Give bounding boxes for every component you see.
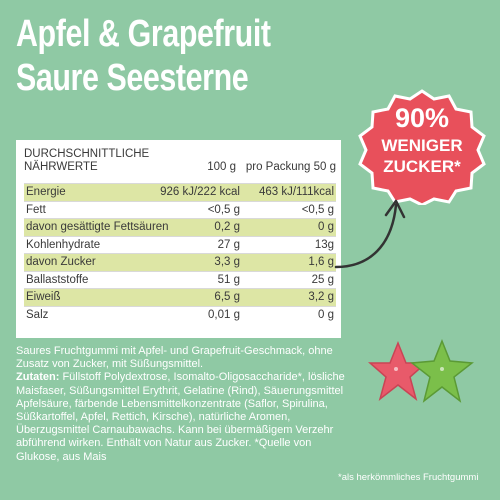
less-sugar-badge: 90% WENIGER ZUCKER*	[352, 85, 492, 207]
ingredients-label: Zutaten:	[16, 371, 60, 384]
header-label-line-1: DURCHSCHNITTLICHE	[24, 148, 150, 160]
ingredients-block: Zutaten: Füllstoff Polydextrose, Isomalt…	[16, 371, 356, 463]
nutrient-label: Kohlenhydrate	[26, 238, 101, 251]
nutrition-row: Energie 926 kJ/222 kcal 463 kJ/111kcal	[24, 183, 336, 201]
nutrient-label: davon Zucker	[26, 256, 96, 268]
header-per-pack: pro Packung 50 g	[245, 161, 336, 173]
value-100g: 6,5 g	[214, 291, 240, 303]
nutrient-label: Energie	[26, 186, 66, 198]
product-description: Saures Fruchtgummi mit Apfel- und Grapef…	[16, 345, 356, 464]
footnote: *als herkömmliches Fruchtgummi	[338, 472, 479, 483]
nutrient-label: Eiweiß	[26, 291, 61, 303]
nutrition-row: Salz 0,01 g 0 g	[24, 305, 336, 324]
value-100g: 0,2 g	[214, 221, 240, 233]
value-100g: 51 g	[217, 273, 240, 286]
nutrition-header-label: DURCHSCHNITTLICHE NÄHRWERTE	[24, 148, 164, 174]
badge-line-2: WENIGER	[381, 136, 463, 155]
header-per-100g: 100 g	[207, 161, 236, 173]
nutrition-row: davon gesättigte Fettsäuren 0,2 g 0 g	[24, 218, 336, 236]
title-line-1: Apfel & Grapefruit	[16, 13, 271, 55]
nutrition-rows: Energie 926 kJ/222 kcal 463 kJ/111kcal F…	[24, 183, 336, 323]
value-pack: 0 g	[318, 221, 334, 233]
ingredients-text: Füllstoff Polydextrose, Isomalto-Oligosa…	[16, 371, 345, 463]
product-title: Apfel & Grapefruit Saure Seesterne	[16, 12, 280, 100]
nutrient-label: Ballaststoffe	[26, 273, 89, 286]
badge-percent: 90%	[394, 103, 450, 133]
nutrition-row: Fett <0,5 g <0,5 g	[24, 200, 336, 219]
value-100g: 3,3 g	[214, 256, 240, 268]
nutrition-row: Eiweiß 6,5 g 3,2 g	[24, 288, 336, 306]
value-pack: 25 g	[311, 273, 334, 286]
starfish-gummies-image	[368, 338, 474, 403]
nutrition-row: Kohlenhydrate 27 g 13g	[24, 235, 336, 254]
nutrition-header: DURCHSCHNITTLICHE NÄHRWERTE 100 g pro Pa…	[24, 148, 336, 176]
value-100g: <0,5 g	[207, 203, 240, 216]
value-pack: 3,2 g	[308, 291, 334, 303]
value-pack: 463 kJ/111kcal	[258, 186, 334, 198]
nutrient-label: Salz	[26, 308, 49, 321]
value-pack: 1,6 g	[308, 256, 334, 268]
value-100g: 27 g	[217, 238, 240, 251]
title-line-2: Saure Seesterne	[16, 57, 249, 99]
value-pack: 0 g	[318, 308, 334, 321]
curved-arrow-icon	[334, 199, 406, 269]
nutrient-label: davon gesättigte Fettsäuren	[26, 221, 169, 233]
value-pack: 13g	[314, 238, 334, 251]
badge-line-3: ZUCKER*	[383, 157, 461, 176]
value-100g: 0,01 g	[208, 308, 240, 321]
nutrition-row: davon Zucker 3,3 g 1,6 g	[24, 253, 336, 271]
nutrient-label: Fett	[26, 203, 46, 216]
value-100g: 926 kJ/222 kcal	[160, 186, 240, 198]
value-pack: <0,5 g	[301, 203, 334, 216]
header-label-line-2: NÄHRWERTE	[24, 161, 98, 173]
nutrition-table: DURCHSCHNITTLICHE NÄHRWERTE 100 g pro Pa…	[16, 140, 341, 338]
nutrition-row: Ballaststoffe 51 g 25 g	[24, 270, 336, 289]
description-intro: Saures Fruchtgummi mit Apfel- und Grapef…	[16, 345, 333, 371]
